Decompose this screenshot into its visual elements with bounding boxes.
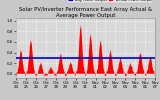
Title: Solar PV/Inverter Performance East Array Actual & Average Power Output: Solar PV/Inverter Performance East Array… [19,7,152,18]
Legend: Avg Power Output, Actual Power Output: Avg Power Output, Actual Power Output [67,0,153,3]
